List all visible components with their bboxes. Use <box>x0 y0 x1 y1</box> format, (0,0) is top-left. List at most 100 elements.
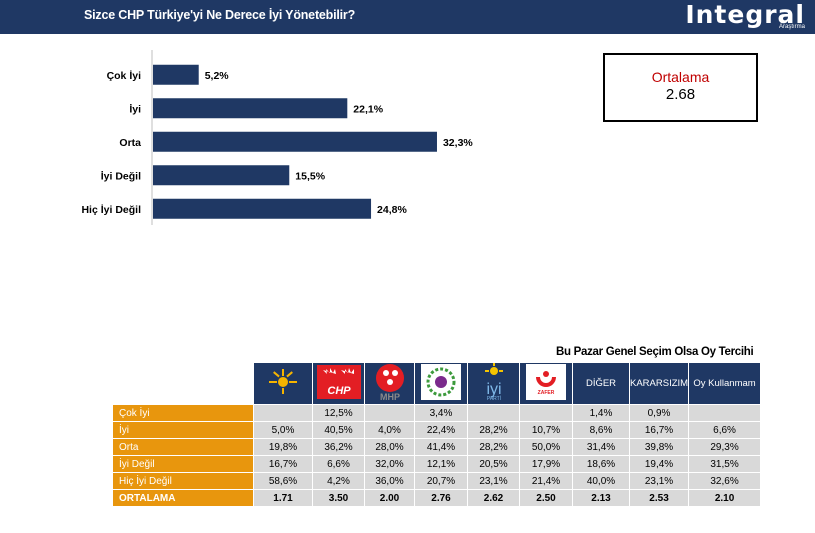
svg-text:MHP: MHP <box>380 392 400 401</box>
table-cell: 22,4% <box>414 421 468 439</box>
party-dem-cell <box>414 362 468 405</box>
table-cell: 2.00 <box>364 489 415 507</box>
table-cell: 28,2% <box>467 421 520 439</box>
table-cell: 4,2% <box>312 472 365 490</box>
column-header-oy-kullanmam: Oy Kullanmam <box>688 362 762 405</box>
bar <box>153 98 348 119</box>
table-cell: 8,6% <box>572 421 630 439</box>
average-value: 2.68 <box>665 86 696 103</box>
row-label: Orta <box>112 438 254 456</box>
table-cell: 3,4% <box>414 404 468 422</box>
table-cell <box>364 404 415 422</box>
table-cell: 2.10 <box>688 489 762 507</box>
table-cell: 29,3% <box>688 438 762 456</box>
table-cell: 58,6% <box>253 472 313 490</box>
table-cell: 2.13 <box>572 489 630 507</box>
data-label: 15,5% <box>295 170 325 182</box>
table-cell: 19,8% <box>253 438 313 456</box>
table-cell: 4,0% <box>364 421 415 439</box>
brand-logo-subtitle: Araştırma <box>778 24 805 30</box>
table-cell: 41,4% <box>414 438 468 456</box>
table-cell <box>688 404 762 422</box>
table-cell: 2.53 <box>628 489 690 507</box>
table-cell: 5,0% <box>253 421 313 439</box>
iyi-logo-icon: iyi PARTİ <box>484 363 503 402</box>
table-row: Çok İyi 12,5% 3,4% 1,4% 0,9% <box>112 404 762 422</box>
table-cell: 1,4% <box>572 404 630 422</box>
table-cell: 18,6% <box>572 455 630 473</box>
category-label: Çok İyi <box>107 69 142 82</box>
data-label: 32,3% <box>443 137 473 149</box>
akp-logo-icon <box>269 369 297 394</box>
table-cell: 2.76 <box>414 489 468 507</box>
table-cell: 0,9% <box>628 404 690 422</box>
crosstab-table: CHP MHP <box>112 362 762 507</box>
table-cell: 36,2% <box>312 438 365 456</box>
svg-text:PARTİ: PARTİ <box>486 395 500 401</box>
table-cell <box>519 404 573 422</box>
chp-logo-icon: CHP <box>316 365 361 399</box>
table-cell <box>253 404 313 422</box>
page-title: Sizce CHP Türkiye'yi Ne Derece İyi Yönet… <box>84 8 356 22</box>
data-label: 24,8% <box>377 204 407 216</box>
brand-logo: Integral <box>685 0 805 29</box>
table-cell: 28,2% <box>467 438 520 456</box>
table-cell: 21,4% <box>519 472 573 490</box>
table-cell: 23,1% <box>628 472 690 490</box>
svg-text:CHP: CHP <box>327 385 351 397</box>
category-label: Orta <box>119 137 141 149</box>
table-cell: 17,9% <box>519 455 573 473</box>
data-label: 22,1% <box>353 103 383 115</box>
table-cell: 2.62 <box>467 489 520 507</box>
table-cell: 10,7% <box>519 421 573 439</box>
bar <box>153 64 199 85</box>
average-label: Ortalama <box>651 69 710 85</box>
svg-text:ZAFER: ZAFER <box>538 390 555 396</box>
party-zafer-cell: ZAFER <box>519 362 573 405</box>
table-cell: 6,6% <box>312 455 365 473</box>
table-cell: 40,0% <box>572 472 630 490</box>
table-cell <box>467 404 520 422</box>
table-cell: 6,6% <box>688 421 762 439</box>
table-cell: 12,1% <box>414 455 468 473</box>
table-cell: 31,4% <box>572 438 630 456</box>
column-header-diger: DİĞER <box>572 362 630 405</box>
table-title: Bu Pazar Genel Seçim Olsa Oy Tercihi <box>556 346 754 358</box>
bar-chart: Çok İyi 5,2% İyi 22,1% Orta 32,3% İyi Değil 15,… <box>81 50 473 225</box>
row-label: İyi <box>112 421 254 439</box>
party-iyi-cell: iyi PARTİ <box>467 362 520 405</box>
table-cell: 36,0% <box>364 472 415 490</box>
table-cell: 50,0% <box>519 438 573 456</box>
average-box: Ortalama 2.68 <box>603 53 758 122</box>
table-row: Orta 19,8% 36,2% 28,0% 41,4% 28,2% 50,0%… <box>112 438 762 456</box>
zafer-logo-icon: ZAFER <box>526 364 566 400</box>
party-akp-cell <box>253 362 313 405</box>
table-cell: 16,7% <box>253 455 313 473</box>
data-label: 5,2% <box>205 70 230 82</box>
table-cell: 20,5% <box>467 455 520 473</box>
table-cell: 39,8% <box>628 438 690 456</box>
table-cell: 20,7% <box>414 472 468 490</box>
table-cell: 28,0% <box>364 438 415 456</box>
table-cell: 3.50 <box>312 489 365 507</box>
bar <box>153 198 372 219</box>
table-cell: 32,6% <box>688 472 762 490</box>
table-corner <box>112 362 254 405</box>
table-header-row: CHP MHP <box>112 362 762 405</box>
table-cell: 2.50 <box>519 489 573 507</box>
table-cell: 32,0% <box>364 455 415 473</box>
table-cell: 23,1% <box>467 472 520 490</box>
party-mhp-cell: MHP <box>364 362 415 405</box>
bar <box>153 131 437 152</box>
dem-logo-icon <box>421 364 461 400</box>
category-label: İyi <box>129 102 141 115</box>
table-row: İyi Değil 16,7% 6,6% 32,0% 12,1% 20,5% 1… <box>112 455 762 473</box>
row-label: Hiç İyi Değil <box>112 472 254 490</box>
table-average-row: ORTALAMA 1.71 3.50 2.00 2.76 2.62 2.50 2… <box>112 489 762 507</box>
column-header-kararsizim: KARARSIZIM <box>628 362 690 405</box>
table-cell: 1.71 <box>253 489 313 507</box>
table-row: Hiç İyi Değil 58,6% 4,2% 36,0% 20,7% 23,… <box>112 472 762 490</box>
table-cell: 12,5% <box>312 404 365 422</box>
table-cell: 40,5% <box>312 421 365 439</box>
category-label: İyi Değil <box>101 169 141 182</box>
